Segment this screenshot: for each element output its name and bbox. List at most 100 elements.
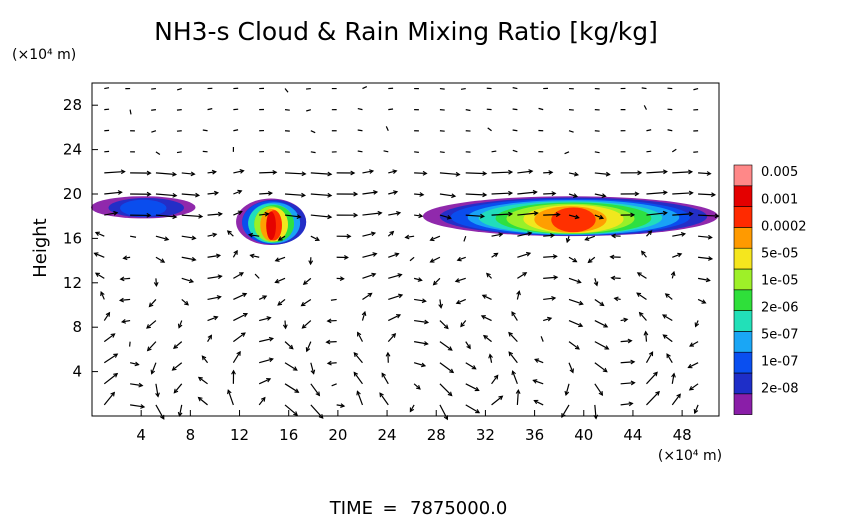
wind-arrow-head bbox=[662, 334, 668, 339]
wind-arrow bbox=[176, 87, 182, 91]
wind-arrow-head bbox=[648, 351, 654, 357]
wind-arrow bbox=[388, 253, 399, 258]
wind-arrow bbox=[327, 362, 337, 365]
wind-arrow-head bbox=[528, 169, 534, 174]
wind-arrow bbox=[594, 362, 608, 373]
wind-arrow-head bbox=[197, 396, 203, 402]
wind-arrow-head bbox=[274, 278, 280, 284]
wind-arrow-head bbox=[714, 213, 720, 219]
wind-arrow bbox=[413, 383, 421, 390]
wind-arrow bbox=[301, 320, 312, 329]
wind-arrow-head bbox=[676, 393, 681, 399]
wind-arrow-head bbox=[447, 346, 453, 351]
wind-arrow-head bbox=[217, 211, 223, 217]
wind-arrow-head bbox=[146, 346, 152, 352]
wind-arrow-head bbox=[574, 345, 580, 350]
wind-arrow-head bbox=[419, 192, 425, 197]
wind-arrow bbox=[181, 277, 194, 283]
colorbar-swatch bbox=[733, 206, 753, 228]
wind-arrow bbox=[181, 172, 195, 175]
wind-arrow bbox=[689, 341, 699, 347]
wind-arrow-head bbox=[572, 193, 579, 198]
y-axis-label: Height bbox=[30, 218, 51, 278]
wind-arrow-head bbox=[197, 376, 203, 382]
wind-arrow-head bbox=[227, 389, 232, 395]
wind-arrow-head bbox=[423, 341, 429, 346]
wind-arrow-head bbox=[391, 332, 397, 338]
wind-arrow bbox=[181, 256, 196, 261]
wind-arrow-head bbox=[353, 352, 359, 357]
wind-arrow bbox=[95, 231, 105, 237]
wind-arrow-head bbox=[687, 363, 693, 369]
wind-arrow bbox=[173, 383, 183, 394]
wind-arrow bbox=[439, 172, 460, 176]
wind-arrow-head bbox=[367, 292, 373, 298]
wind-arrow-head bbox=[327, 171, 333, 177]
wind-arrow-head bbox=[344, 255, 349, 260]
wind-arrow bbox=[103, 353, 118, 364]
wind-arrow-head bbox=[100, 290, 105, 297]
wind-arrow bbox=[594, 383, 603, 396]
wind-arrow-head bbox=[346, 233, 352, 239]
wind-arrow bbox=[641, 250, 647, 258]
wind-arrow bbox=[207, 335, 212, 342]
wind-arrow-head bbox=[305, 347, 311, 353]
wind-arrow-head bbox=[294, 388, 300, 393]
wind-arrow-head bbox=[688, 190, 694, 196]
wind-arrow bbox=[259, 358, 273, 364]
wind-arrow-head bbox=[693, 409, 699, 415]
wind-arrow bbox=[482, 294, 492, 300]
wind-arrow bbox=[249, 234, 260, 237]
colorbar-label: 1e-07 bbox=[761, 355, 799, 370]
wind-arrow bbox=[540, 336, 544, 342]
wind-arrow-head bbox=[267, 190, 273, 196]
wind-arrow-head bbox=[172, 171, 178, 177]
wind-arrow-head bbox=[493, 374, 499, 380]
wind-arrow bbox=[155, 151, 161, 156]
wind-arrow-head bbox=[636, 292, 642, 297]
wind-arrow-head bbox=[190, 171, 196, 177]
wind-arrow bbox=[353, 352, 363, 364]
colorbar-swatch bbox=[733, 393, 753, 415]
wind-arrow-head bbox=[146, 324, 151, 329]
time-label: TIME bbox=[329, 498, 373, 519]
wind-arrow-head bbox=[153, 281, 159, 287]
wind-arrow bbox=[516, 390, 519, 405]
wind-arrow-head bbox=[150, 369, 156, 375]
wind-arrow-head bbox=[443, 324, 449, 330]
wind-arrow bbox=[147, 341, 157, 351]
wind-arrow-head bbox=[327, 214, 333, 220]
wind-arrow-head bbox=[451, 193, 457, 199]
wind-arrow bbox=[594, 320, 608, 328]
wind-arrow-head bbox=[481, 294, 487, 299]
colorbar-label: 1e-05 bbox=[761, 273, 799, 288]
wind-arrow-head bbox=[177, 323, 183, 329]
wind-arrow bbox=[439, 299, 442, 308]
wind-arrow-head bbox=[708, 256, 714, 261]
wind-arrow bbox=[517, 252, 531, 258]
wind-arrow-head bbox=[515, 388, 521, 394]
wind-arrow bbox=[155, 256, 165, 263]
wind-arrow-head bbox=[688, 169, 694, 175]
wind-arrow bbox=[310, 130, 316, 134]
colorbar-swatch bbox=[733, 289, 753, 311]
wind-arrow-head bbox=[233, 249, 238, 255]
wind-arrow-head bbox=[301, 192, 307, 198]
wind-arrow-head bbox=[198, 213, 204, 219]
wind-arrow bbox=[508, 332, 518, 343]
wind-arrow bbox=[430, 235, 441, 241]
wind-arrow bbox=[284, 341, 294, 350]
wind-arrow bbox=[689, 383, 699, 391]
wind-arrow bbox=[259, 337, 274, 343]
wind-arrow-head bbox=[394, 252, 400, 258]
colorbar-label: 0.001 bbox=[761, 192, 798, 207]
wind-arrow-head bbox=[381, 372, 386, 378]
wind-arrow-head bbox=[526, 251, 532, 257]
wind-arrow bbox=[483, 335, 492, 343]
wind-arrow bbox=[414, 214, 423, 217]
wind-arrow bbox=[594, 278, 598, 286]
wind-arrow-head bbox=[474, 386, 480, 392]
wind-arrow-head bbox=[122, 255, 128, 261]
wind-arrow-head bbox=[443, 415, 449, 421]
wind-arrow bbox=[413, 362, 426, 367]
